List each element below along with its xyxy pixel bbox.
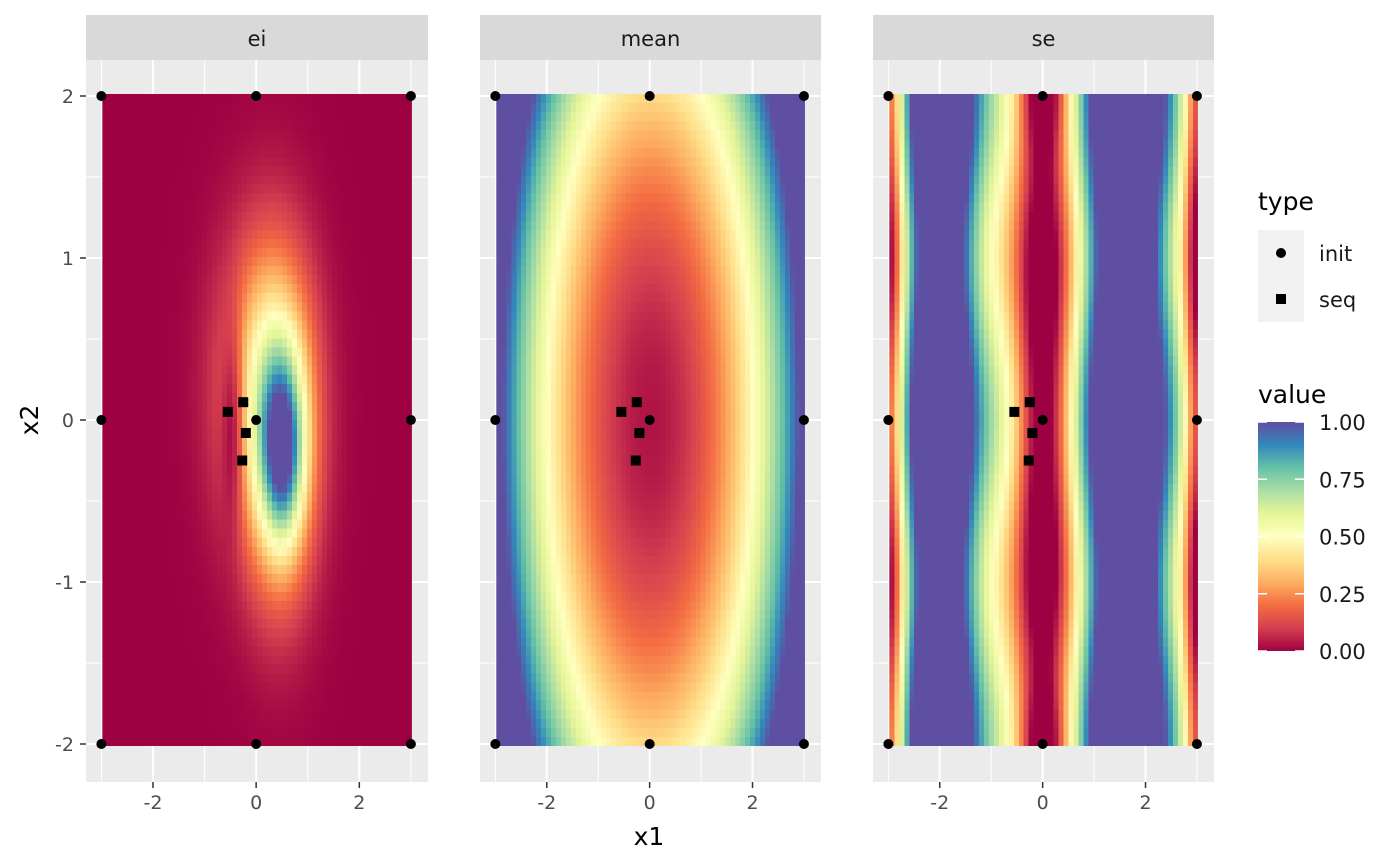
point-seq [630,455,641,466]
point-seq [1023,455,1034,466]
colorbar-label: 0.00 [1319,640,1366,664]
strip-label: mean [621,27,681,51]
point-init [96,739,107,749]
point-init [1191,739,1202,749]
y-tick-label: -1 [55,572,74,594]
x-axis-title: x1 [634,822,665,851]
point-init [644,739,655,749]
point-seq [616,406,627,417]
point-init [883,739,894,749]
legend-key-seq [1276,294,1286,304]
point-init [96,91,107,101]
y-tick-label: 1 [62,248,74,270]
point-init [251,739,262,749]
point-seq [1024,397,1035,408]
colorbar-label: 1.00 [1319,411,1366,435]
axes-layer: x1 x2 [15,405,664,851]
point-seq [1027,427,1038,438]
strip-se [873,15,1214,60]
point-init [1191,415,1202,425]
x-tick-label: 2 [1139,792,1151,814]
x-tick-label: -2 [143,792,162,814]
point-seq [222,406,233,417]
colorbar-label: 0.50 [1319,526,1366,550]
point-seq [634,427,645,438]
point-seq [237,455,248,466]
legend-value-title: value [1258,380,1326,409]
point-init [251,91,262,101]
point-init [798,739,809,749]
panel-mean: mean -2 0 2 [480,15,821,814]
x-tick-label: 2 [746,792,758,814]
point-init [644,415,655,425]
point-init [490,739,501,749]
point-init [1037,415,1048,425]
point-init [405,739,416,749]
point-init [883,91,894,101]
strip-label: se [1032,27,1056,51]
y-axis-title: x2 [15,405,44,436]
colorbar-label: 0.25 [1319,583,1366,607]
strip-ei [86,15,428,60]
point-init [405,415,416,425]
point-init [405,91,416,101]
point-init [1191,91,1202,101]
y-tick-label: 0 [62,410,74,432]
legend-type-keys [1258,230,1304,322]
x-tick-label: -2 [537,792,556,814]
y-tick-label: -2 [55,734,74,756]
strip-label: ei [248,27,267,51]
colorbar-label: 0.75 [1319,468,1366,492]
legend-key-init [1276,248,1286,258]
point-init [490,415,501,425]
legend-value: value 0.00 0.25 0.50 0.75 1.00 [1258,380,1366,664]
legend-type-title: type [1258,187,1314,216]
point-seq [240,427,251,438]
panel-ei: ei -2 0 2 -2 -1 0 1 2 [55,15,428,814]
x-tick-label: -2 [930,792,949,814]
point-init [798,415,809,425]
point-init [251,415,262,425]
point-init [1037,739,1048,749]
point-init [644,91,655,101]
point-seq [631,397,642,408]
x-tick-label: 0 [644,792,656,814]
legend-label-init: init [1319,242,1352,266]
point-init [96,415,107,425]
panels-layer: ei -2 0 2 -2 -1 0 1 2 mean -2 0 2 se -2 0 2 [55,15,1214,814]
y-tick-label: 2 [62,86,74,108]
point-init [883,415,894,425]
legend-type: type init seq [1258,187,1356,322]
x-tick-label: 0 [1037,792,1049,814]
point-init [798,91,809,101]
point-seq [1009,406,1020,417]
panel-se: se -2 0 2 [873,15,1214,814]
point-init [1037,91,1048,101]
strip-mean [480,15,821,60]
x-tick-label: 2 [353,792,365,814]
point-seq [238,397,249,408]
x-tick-label: 0 [250,792,262,814]
point-init [490,91,501,101]
legend-label-seq: seq [1319,288,1356,312]
